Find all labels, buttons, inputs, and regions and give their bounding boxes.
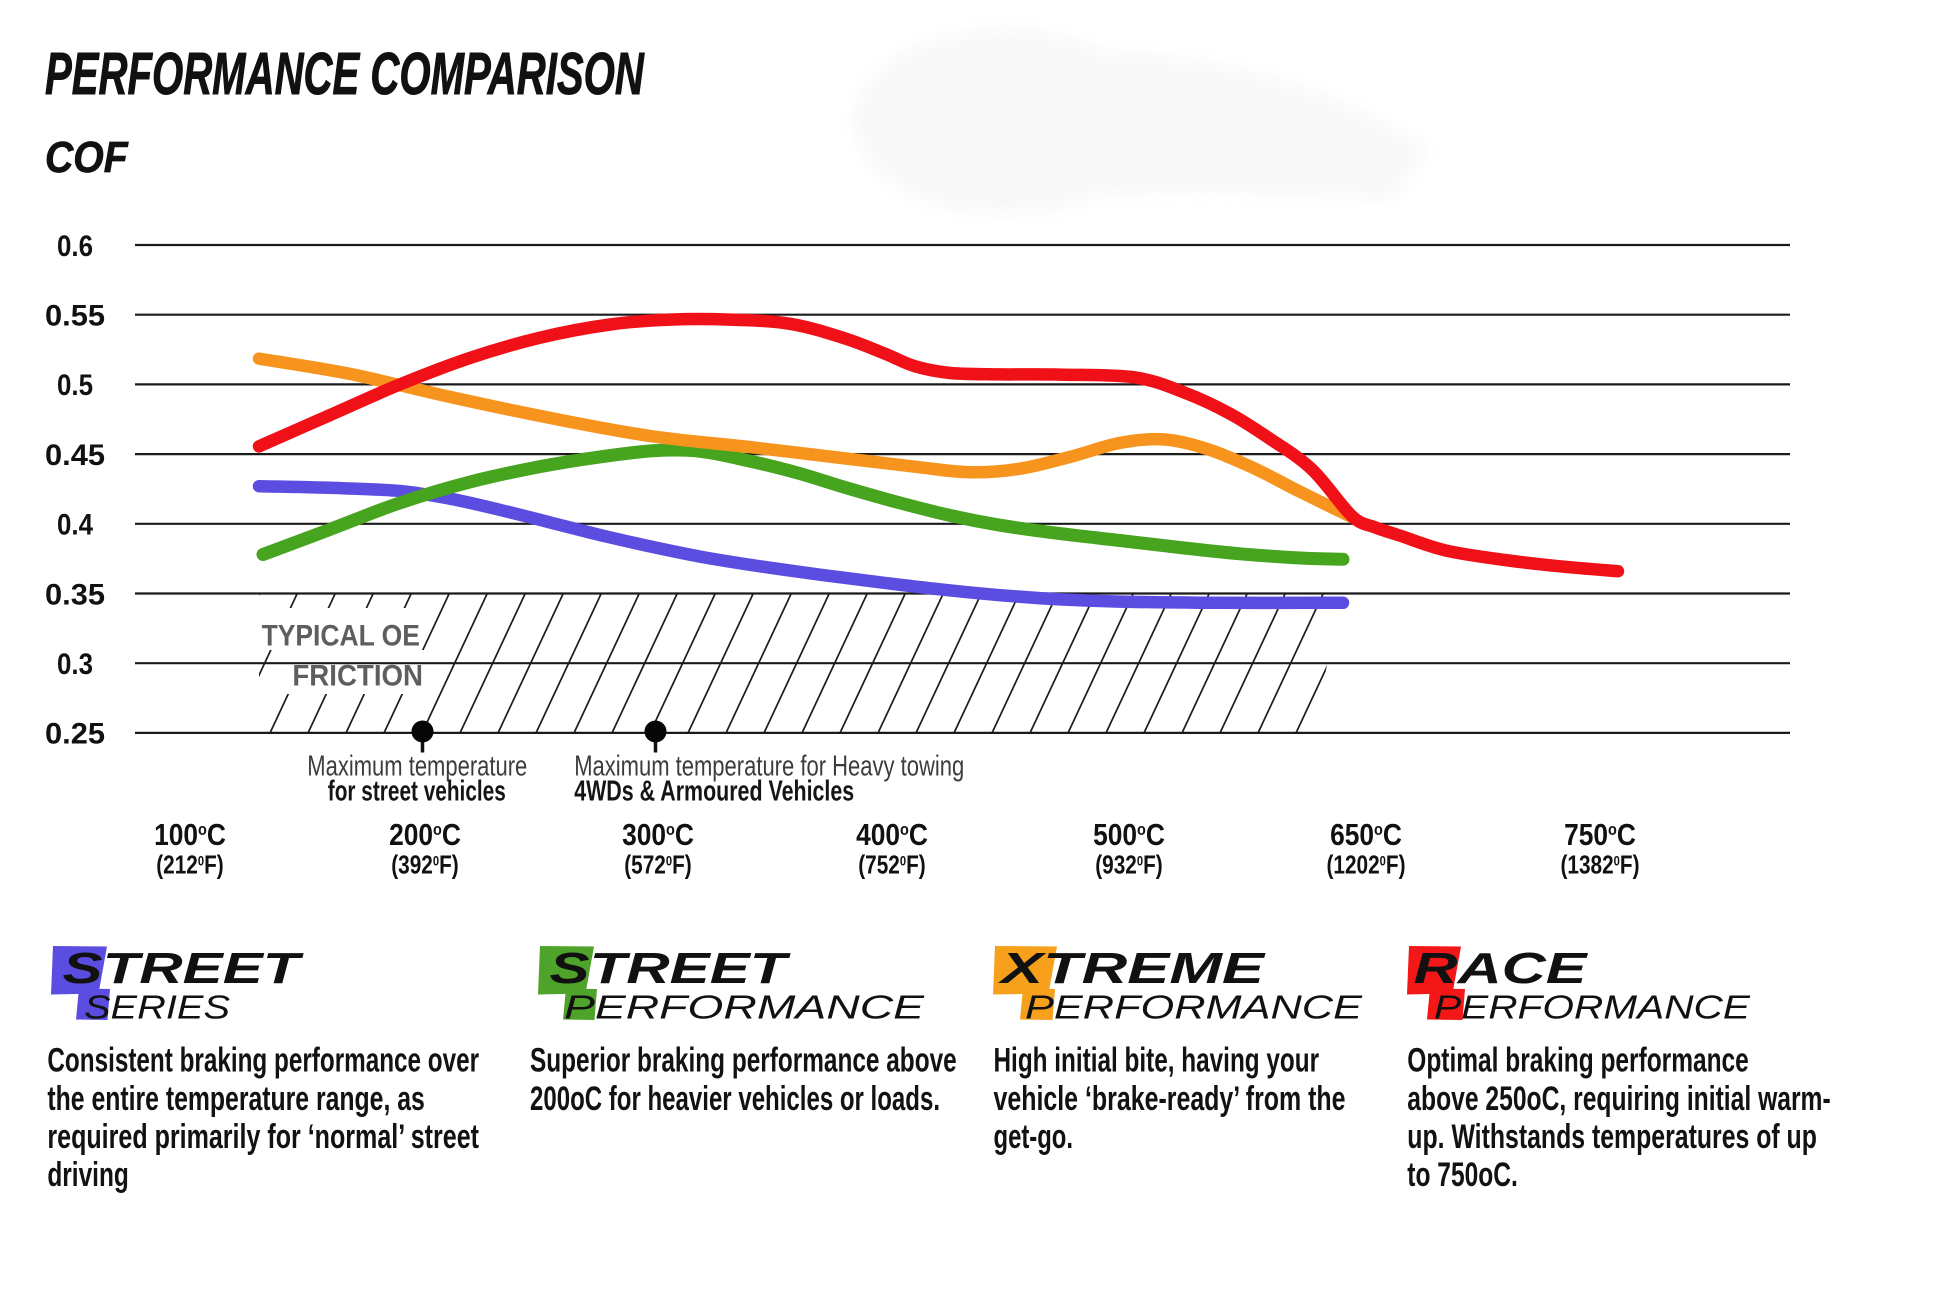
svg-text:for street vehicles: for street vehicles xyxy=(328,776,506,808)
svg-text:(9320F): (9320F) xyxy=(1095,850,1162,879)
svg-text:above 250oC, requiring initial: above 250oC, requiring initial warm- xyxy=(1407,1080,1830,1118)
svg-text:750oC: 750oC xyxy=(1564,818,1636,852)
svg-text:200oC: 200oC xyxy=(389,818,461,852)
svg-text:TYPICAL OE: TYPICAL OE xyxy=(262,620,420,653)
svg-text:0.3: 0.3 xyxy=(57,648,93,681)
svg-text:to 750oC.: to 750oC. xyxy=(1407,1156,1518,1194)
svg-text:0.55: 0.55 xyxy=(45,300,105,333)
svg-text:Maximum temperature for Heavy: Maximum temperature for Heavy towing xyxy=(574,751,964,783)
svg-text:driving: driving xyxy=(47,1156,128,1194)
svg-text:XTREME: XTREME xyxy=(998,945,1267,993)
svg-text:get-go.: get-go. xyxy=(994,1118,1074,1156)
svg-text:0.35: 0.35 xyxy=(45,578,105,611)
svg-text:PERFORMANCE: PERFORMANCE xyxy=(1434,989,1751,1026)
svg-text:vehicle ‘brake-ready’ from the: vehicle ‘brake-ready’ from the xyxy=(994,1080,1346,1118)
svg-text:200oC for heavier vehicles or: 200oC for heavier vehicles or loads. xyxy=(530,1080,940,1118)
svg-text:(12020F): (12020F) xyxy=(1326,850,1405,879)
svg-text:RACE: RACE xyxy=(1414,945,1590,993)
svg-text:0.5: 0.5 xyxy=(57,369,93,402)
svg-text:PERFORMANCE: PERFORMANCE xyxy=(564,989,925,1026)
svg-text:0.6: 0.6 xyxy=(57,230,93,263)
svg-text:400oC: 400oC xyxy=(856,818,928,852)
svg-text:Optimal braking performance: Optimal braking performance xyxy=(1407,1042,1749,1080)
svg-text:0.45: 0.45 xyxy=(45,439,105,472)
svg-text:STREET: STREET xyxy=(63,945,305,993)
svg-text:300oC: 300oC xyxy=(622,818,694,852)
svg-text:(13820F): (13820F) xyxy=(1560,850,1639,879)
svg-text:(2120F): (2120F) xyxy=(156,850,223,879)
svg-text:SERIES: SERIES xyxy=(84,989,230,1026)
svg-text:STREET: STREET xyxy=(550,945,792,993)
svg-text:High initial bite, having your: High initial bite, having your xyxy=(994,1042,1320,1080)
svg-text:FRICTION: FRICTION xyxy=(292,660,423,693)
svg-text:Consistent braking performance: Consistent braking performance over xyxy=(47,1042,479,1080)
svg-text:(3920F): (3920F) xyxy=(391,850,458,879)
svg-text:(5720F): (5720F) xyxy=(624,850,691,879)
svg-text:(7520F): (7520F) xyxy=(858,850,925,879)
svg-text:Maximum temperature: Maximum temperature xyxy=(307,751,527,783)
svg-text:0.4: 0.4 xyxy=(57,509,93,542)
svg-text:up. Withstands temperatures of: up. Withstands temperatures of up xyxy=(1407,1118,1817,1156)
svg-text:500oC: 500oC xyxy=(1093,818,1165,852)
svg-text:the entire temperature range,: the entire temperature range, as xyxy=(47,1080,424,1118)
svg-text:100oC: 100oC xyxy=(154,818,226,852)
svg-text:4WDs & Armoured Vehicles: 4WDs & Armoured Vehicles xyxy=(574,776,854,808)
svg-text:required primarily for ‘normal: required primarily for ‘normal’ street xyxy=(47,1118,479,1156)
svg-text:650oC: 650oC xyxy=(1330,818,1402,852)
svg-text:0.25: 0.25 xyxy=(45,718,105,751)
svg-text:PERFORMANCE: PERFORMANCE xyxy=(1025,989,1363,1026)
svg-text:Superior braking performance a: Superior braking performance above xyxy=(530,1042,957,1080)
